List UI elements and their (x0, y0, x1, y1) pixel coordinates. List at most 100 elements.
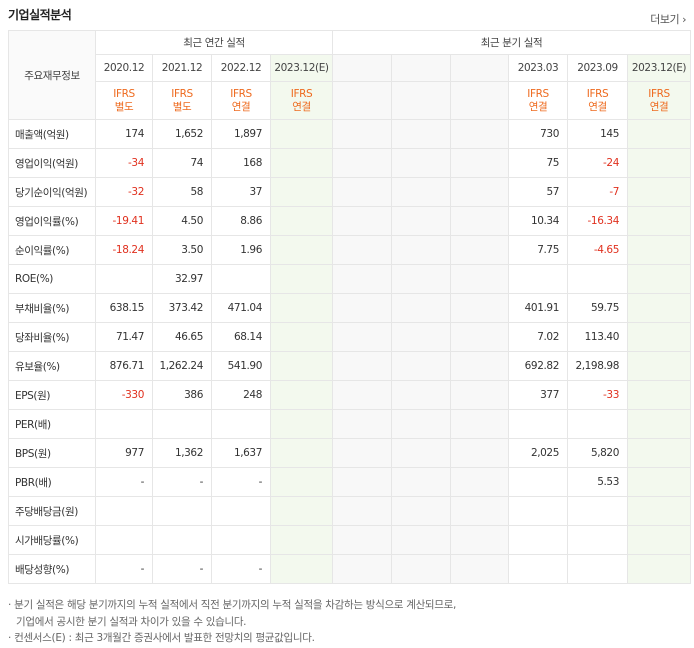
cell (270, 322, 333, 352)
period-header: 2023.12(E) (627, 54, 691, 82)
cell: - (211, 467, 271, 497)
cell (95, 264, 153, 294)
cell (391, 293, 451, 323)
cell (152, 525, 212, 555)
cell (211, 525, 271, 555)
cell (567, 496, 628, 526)
cell (270, 206, 333, 236)
cell (450, 206, 509, 236)
cell (270, 264, 333, 294)
cell: 401.91 (508, 293, 568, 323)
standard-header: IFRS 연결 (270, 81, 333, 120)
cell (567, 554, 628, 584)
cell (270, 293, 333, 323)
data-row: PBR(배) - - -5.53 (8, 467, 691, 497)
cell (211, 264, 271, 294)
cell: 59.75 (567, 293, 628, 323)
cell (450, 409, 509, 439)
cell: 71.47 (95, 322, 153, 352)
standard-header (391, 81, 451, 120)
cell (627, 351, 691, 381)
cell: 5.53 (567, 467, 628, 497)
group-header: 최근 연간 실적 (95, 30, 333, 55)
data-row: 영업이익률(%) -19.41 4.50 8.86 10.34 -16.34 (8, 206, 691, 236)
cell: 692.82 (508, 351, 568, 381)
cell: 386 (152, 380, 212, 410)
cell (627, 206, 691, 236)
footnotes: 분기 실적은 해당 분기까지의 누적 실적에서 직전 분기까지의 누적 실적을 … (8, 597, 456, 647)
data-row: 시가배당률(%) (8, 525, 691, 555)
cell: 373.42 (152, 293, 212, 323)
cell: 8.86 (211, 206, 271, 236)
standard-line: 연결 (528, 100, 548, 113)
data-row: 부채비율(%) 638.15 373.42 471.04 401.91 59.75 (8, 293, 691, 323)
cell: -32 (95, 177, 153, 207)
standard-line: 연결 (588, 100, 607, 113)
section-title: 기업실적분석 (8, 8, 72, 22)
standard-header (450, 81, 509, 120)
cell (508, 525, 568, 555)
data-row: ROE(%) 32.97 (8, 264, 691, 294)
cell (391, 119, 451, 149)
cell: -33 (567, 380, 628, 410)
cell (270, 438, 333, 468)
cell (332, 264, 392, 294)
period-header (332, 54, 392, 82)
cell: 58 (152, 177, 212, 207)
header-row: IFRS 별도 IFRS 별도 IFRS 연결 IFRS 연결 IFRS 연결 IFRS 연결 IFRS… (9, 81, 691, 120)
cell: 3.50 (152, 235, 212, 265)
row-label: 당좌비율(%) (8, 322, 96, 352)
cell (391, 177, 451, 207)
standard-line: 별도 (114, 100, 134, 113)
standard-label: IFRS 연결 (629, 87, 690, 114)
cell: 2,198.98 (567, 351, 628, 381)
more-link[interactable]: 더보기 (650, 11, 686, 27)
cell (211, 496, 271, 526)
cell (332, 206, 392, 236)
row-label: 주당배당금(원) (8, 496, 96, 526)
standard-label: IFRS 별도 (97, 87, 152, 114)
standard-line: IFRS (527, 87, 549, 100)
row-label: 유보율(%) (8, 351, 96, 381)
cell (332, 293, 392, 323)
standard-header: IFRS 연결 (627, 81, 691, 120)
cell (627, 264, 691, 294)
standard-line: IFRS (230, 87, 252, 100)
cell: 2,025 (508, 438, 568, 468)
period-header: 2021.12 (152, 54, 212, 82)
cell (270, 467, 333, 497)
cell (270, 525, 333, 555)
cell (391, 554, 451, 584)
standard-label: IFRS 연결 (569, 88, 627, 114)
cell: 377 (508, 380, 568, 410)
cell: 7.02 (508, 322, 568, 352)
cell (508, 467, 568, 497)
cell: 32.97 (152, 264, 212, 294)
cell (627, 554, 691, 584)
cell: 1.96 (211, 235, 271, 265)
cell (270, 351, 333, 381)
standard-line: IFRS (648, 87, 670, 100)
cell (270, 554, 333, 584)
cell (270, 380, 333, 410)
cell: - (152, 467, 212, 497)
standard-header: IFRS 연결 (211, 81, 271, 120)
standard-line: 연결 (292, 100, 311, 113)
header-row: 주요재무정보 최근 연간 실적 최근 분기 실적 (8, 30, 691, 120)
cell: 57 (508, 177, 568, 207)
standard-line: IFRS (113, 87, 135, 100)
cell: 68.14 (211, 322, 271, 352)
cell (450, 322, 509, 352)
cell (391, 409, 451, 439)
standard-label: IFRS 연결 (272, 88, 332, 114)
row-label: 영업이익(억원) (8, 148, 96, 178)
standard-header: IFRS 별도 (152, 81, 212, 120)
cell (508, 496, 568, 526)
cell (332, 119, 392, 149)
period-header: 2023.09 (567, 54, 628, 82)
standard-label: IFRS 연결 (213, 87, 270, 114)
cell (391, 525, 451, 555)
standard-header: IFRS 별도 (95, 81, 153, 120)
standard-line: 연결 (231, 100, 251, 113)
